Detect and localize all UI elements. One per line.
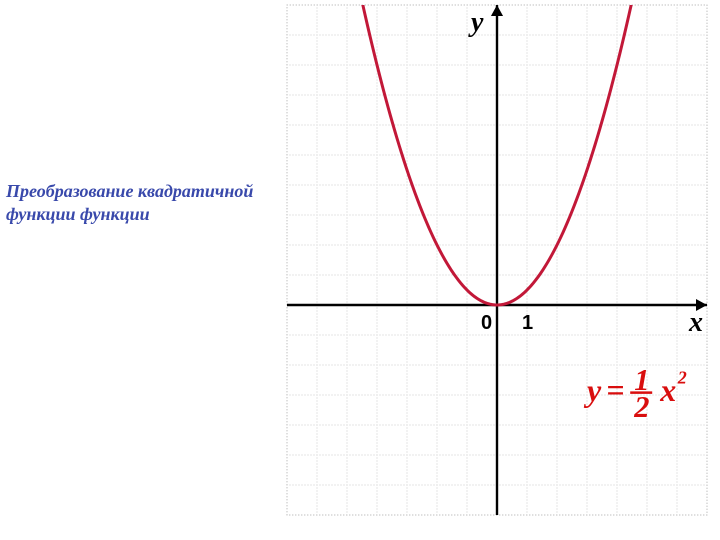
parabola-chart: x y 0 1 y=12x2 [0, 0, 720, 540]
function-formula: y=12x2 [583, 363, 687, 424]
y-axis-label: y [468, 7, 484, 38]
tick-label: 1 [522, 312, 533, 334]
x-axis-label: x [688, 307, 703, 338]
tick-label: 0 [481, 312, 492, 334]
axes: x y 0 1 [287, 5, 707, 515]
